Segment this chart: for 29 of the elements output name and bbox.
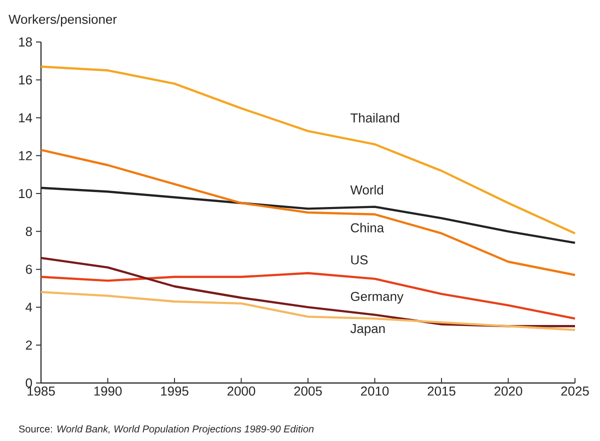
- y-tick-label: 6: [26, 264, 32, 274]
- x-tick-label: 2020: [494, 386, 522, 396]
- y-tick-label: 8: [26, 226, 32, 236]
- series-label: Germany: [350, 292, 404, 304]
- series-label: World: [350, 184, 383, 195]
- x-tick-label: 2000: [228, 386, 256, 396]
- y-tick-label: 12: [19, 151, 32, 160]
- line-series: [40, 272, 576, 320]
- x-tick-label: 1995: [161, 386, 188, 396]
- series-label: China: [350, 222, 384, 232]
- y-tick-label: 18: [19, 37, 32, 47]
- source-note: Source: World Bank, World Population Projections 1989-90 Edition: [18, 425, 314, 434]
- x-tick-label: 2015: [428, 386, 456, 396]
- x-tick-label: 2005: [294, 386, 322, 396]
- y-tick-label: 2: [26, 340, 32, 350]
- series-label: US: [351, 255, 368, 264]
- y-tick-label: 10: [19, 188, 32, 198]
- x-tick-label: 2025: [561, 386, 589, 396]
- x-tick-label: 1985: [28, 386, 55, 396]
- x-tick-label: 2010: [361, 386, 389, 396]
- x-tick-label: 1990: [94, 386, 122, 396]
- y-tick-label: 14: [19, 113, 32, 122]
- y-tick-label: 4: [26, 302, 32, 312]
- y-tick-label: 16: [19, 75, 32, 84]
- series-label: Thailand: [350, 113, 400, 123]
- y-tick-label: 0: [26, 378, 32, 388]
- y-axis-title: Workers/pensioner: [8, 14, 117, 26]
- line-series: [40, 66, 576, 234]
- series-label: Japan: [350, 324, 385, 336]
